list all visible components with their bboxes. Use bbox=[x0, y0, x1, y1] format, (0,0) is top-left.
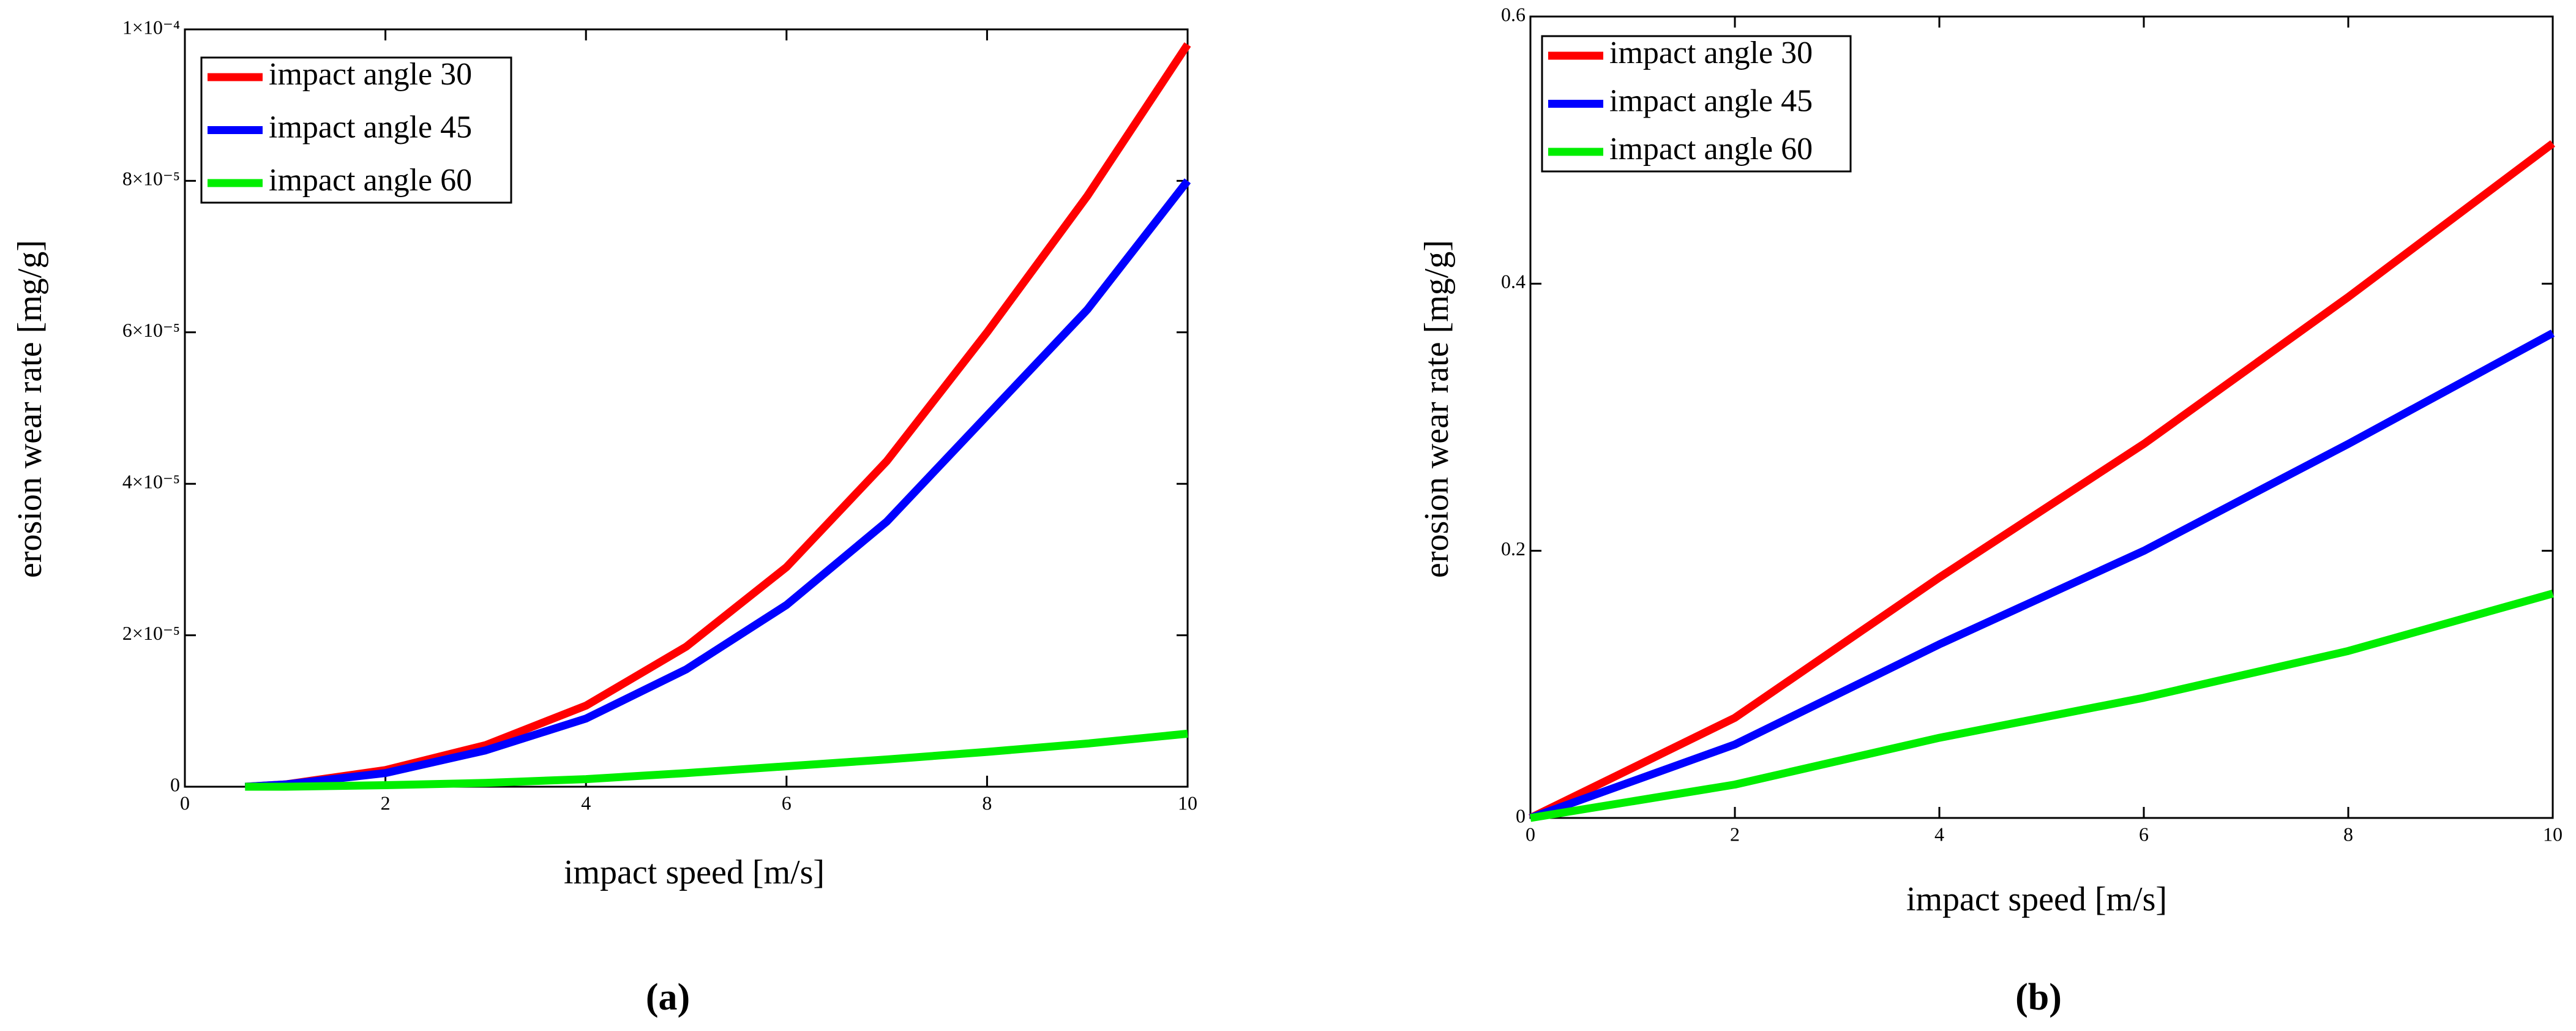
caption: (b) bbox=[2015, 977, 2062, 1018]
legend-label: impact angle 60 bbox=[269, 163, 472, 198]
y-tick-label: 0.4 bbox=[1501, 271, 1526, 293]
y-tick-label: 8×10⁻⁵ bbox=[122, 168, 180, 190]
x-tick-label: 6 bbox=[782, 792, 792, 814]
y-tick-label: 2×10⁻⁵ bbox=[122, 622, 180, 644]
x-tick-label: 2 bbox=[1730, 823, 1740, 845]
x-axis-label: impact speed [m/s] bbox=[564, 853, 825, 891]
y-tick-label: 4×10⁻⁵ bbox=[122, 471, 180, 493]
x-tick-label: 2 bbox=[381, 792, 391, 814]
x-tick-label: 8 bbox=[2343, 823, 2353, 845]
data-line bbox=[1529, 140, 2555, 822]
caption: (a) bbox=[646, 977, 690, 1018]
y-axis-label: erosion wear rate [mg/g] bbox=[1418, 240, 1456, 578]
y-tick-label: 0.2 bbox=[1501, 538, 1526, 560]
legend-label: impact angle 45 bbox=[1609, 83, 1813, 118]
plot-frame bbox=[184, 28, 1189, 788]
x-tick-label: 0 bbox=[1526, 823, 1535, 845]
data-line bbox=[244, 178, 1191, 791]
legend-label: impact angle 60 bbox=[1609, 132, 1813, 167]
x-tick-label: 10 bbox=[2543, 823, 2563, 845]
y-axis-label: erosion wear rate [mg/g] bbox=[11, 240, 49, 578]
legend-label: impact angle 45 bbox=[269, 110, 472, 144]
x-tick-label: 4 bbox=[1934, 823, 1944, 845]
data-line bbox=[245, 729, 1188, 791]
x-tick-label: 8 bbox=[982, 792, 992, 814]
y-tick-label: 0.6 bbox=[1501, 3, 1526, 25]
x-axis-label: impact speed [m/s] bbox=[1906, 880, 2167, 918]
data-line bbox=[1529, 590, 2554, 822]
x-tick-label: 6 bbox=[2139, 823, 2149, 845]
y-tick-label: 6×10⁻⁵ bbox=[122, 319, 180, 341]
x-tick-label: 10 bbox=[1178, 792, 1197, 814]
y-tick-label: 1×10⁻⁴ bbox=[122, 16, 180, 38]
data-line bbox=[1529, 329, 2555, 822]
legend-label: impact angle 30 bbox=[269, 57, 472, 92]
x-tick-label: 4 bbox=[581, 792, 591, 814]
y-tick-label: 0 bbox=[1516, 804, 1526, 827]
y-tick-label: 0 bbox=[170, 773, 180, 795]
legend-label: impact angle 30 bbox=[1609, 36, 1813, 70]
x-tick-label: 0 bbox=[180, 792, 190, 814]
plot-frame bbox=[1529, 15, 2554, 819]
